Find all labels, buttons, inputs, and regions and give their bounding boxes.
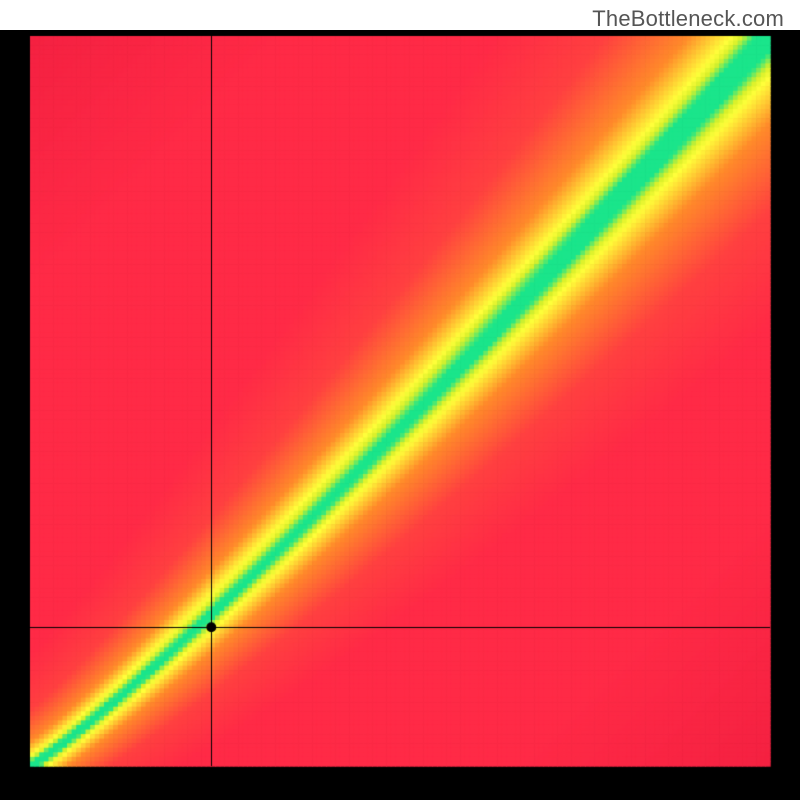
chart-container: TheBottleneck.com — [0, 0, 800, 800]
chart-frame — [0, 30, 800, 800]
heatmap-canvas — [0, 30, 800, 800]
watermark-text: TheBottleneck.com — [592, 6, 784, 32]
